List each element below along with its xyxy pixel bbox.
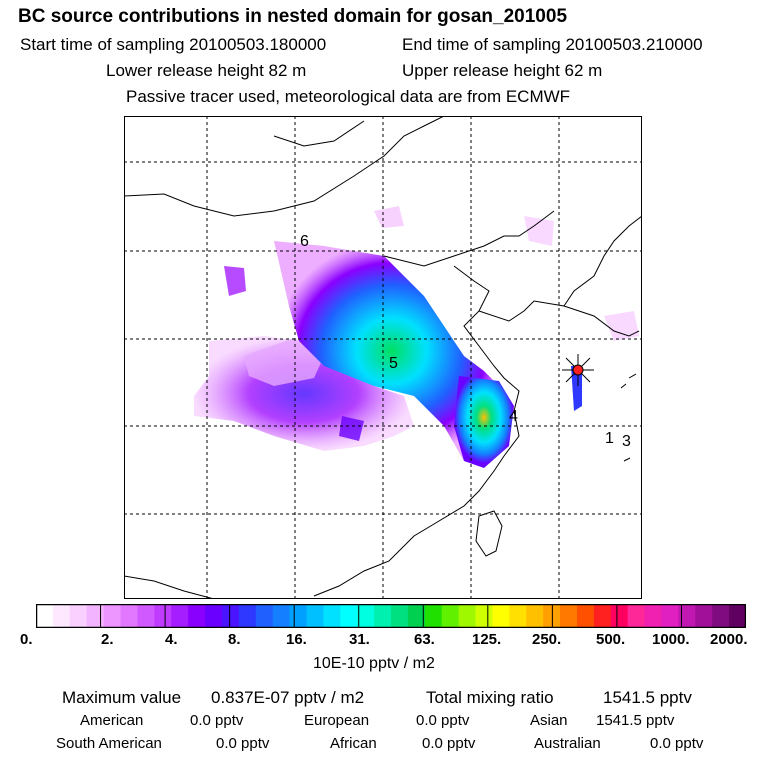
colorbar-tick: 500. <box>596 631 626 648</box>
colorbar-swatch <box>492 604 510 628</box>
region-value: 0.0 pptv <box>416 712 470 729</box>
colorbar-swatch <box>323 604 341 628</box>
colorbar-swatch <box>357 604 375 628</box>
colorbar-swatch <box>441 604 460 628</box>
colorbar-swatch <box>86 604 105 628</box>
region-name: African <box>330 735 377 752</box>
colorbar-swatch <box>526 604 544 628</box>
colorbar-swatch <box>205 604 223 628</box>
map-label-1: 1 <box>605 430 614 447</box>
colorbar-swatch <box>593 604 612 628</box>
colorbar-swatch <box>543 604 561 628</box>
colorbar-swatch <box>627 604 646 628</box>
colorbar-tick: 31. <box>349 631 370 648</box>
colorbar-tick: 1000. <box>652 631 690 648</box>
total-mixing-value: 1541.5 pptv <box>603 688 692 707</box>
colorbar-swatch <box>560 604 578 628</box>
colorbar-swatch <box>424 604 443 628</box>
colorbar-swatch <box>475 604 493 628</box>
colorbar-swatch <box>69 604 88 628</box>
colorbar-swatch <box>120 604 138 628</box>
colorbar-swatch <box>576 604 595 628</box>
start-sampling-time: Start time of sampling 20100503.180000 <box>20 35 327 54</box>
region-name: American <box>80 712 144 729</box>
colorbar-swatch <box>137 604 155 628</box>
colorbar-swatch <box>661 604 679 628</box>
colorbar-swatch <box>391 604 409 628</box>
colorbar-swatch <box>171 604 189 628</box>
colorbar-swatch <box>154 604 172 628</box>
map-label-3: 3 <box>622 433 631 450</box>
lat-lon-grid <box>124 116 642 599</box>
region-name: European <box>304 712 370 729</box>
end-sampling-time: End time of sampling 20100503.210000 <box>402 35 703 54</box>
colorbar-swatch <box>255 604 274 628</box>
colorbar-tick: 4. <box>165 631 178 648</box>
region-value: 1541.5 pptv <box>596 712 675 729</box>
colorbar <box>36 604 746 628</box>
colorbar-swatch <box>103 604 122 628</box>
map-label-6: 6 <box>300 233 309 250</box>
coastlines <box>124 116 642 599</box>
colorbar-tick: 250. <box>532 631 562 648</box>
region-name: Australian <box>534 735 601 752</box>
colorbar-swatch <box>695 604 713 628</box>
receptor-marker-icon <box>562 354 594 386</box>
colorbar-tick: 8. <box>228 631 241 648</box>
colorbar-swatch <box>678 604 696 628</box>
colorbar-unit: 10E-10 pptv / m2 <box>313 655 435 672</box>
region-value: 0.0 pptv <box>190 712 244 729</box>
max-value: 0.837E-07 pptv / m2 <box>211 688 365 707</box>
colorbar-swatch <box>289 604 307 628</box>
colorbar-swatch <box>407 604 426 628</box>
region-name: Asian <box>530 712 568 729</box>
colorbar-swatch <box>306 604 324 628</box>
colorbar-swatch <box>52 604 71 628</box>
upper-release-height: Upper release height 62 m <box>402 61 603 80</box>
colorbar-swatch <box>272 604 291 628</box>
region-value: 0.0 pptv <box>422 735 476 752</box>
colorbar-tick: 16. <box>286 631 307 648</box>
colorbar-swatch <box>610 604 629 628</box>
map-label-4: 4 <box>509 408 518 425</box>
max-value-label: Maximum value <box>62 688 182 707</box>
map-label-5: 5 <box>389 355 398 372</box>
colorbar-tick: 2. <box>101 631 114 648</box>
colorbar-swatch <box>188 604 206 628</box>
total-mixing-label: Total mixing ratio <box>426 688 554 707</box>
colorbar-swatch <box>374 604 392 628</box>
colorbar-swatch <box>340 604 358 628</box>
concentration-field <box>194 206 639 468</box>
colorbar-swatch <box>644 604 662 628</box>
source-contribution-map: 1 3 4 5 6 <box>124 116 642 599</box>
lower-release-height: Lower release height 82 m <box>106 61 307 80</box>
colorbar-tick: 0. <box>20 631 33 648</box>
colorbar-tick: 2000. <box>710 631 748 648</box>
region-value: 0.0 pptv <box>650 735 704 752</box>
colorbar-swatch <box>221 604 240 628</box>
colorbar-swatch <box>238 604 257 628</box>
colorbar-tick: 125. <box>472 631 502 648</box>
plot-title: BC source contributions in nested domain… <box>18 6 568 27</box>
colorbar-swatch <box>509 604 527 628</box>
region-name: South American <box>56 735 162 752</box>
colorbar-tick: 63. <box>414 631 435 648</box>
colorbar-swatch <box>712 604 730 628</box>
colorbar-swatch <box>458 604 477 628</box>
region-value: 0.0 pptv <box>216 735 270 752</box>
colorbar-swatch <box>36 604 54 628</box>
tracer-note: Passive tracer used, meteorological data… <box>126 87 571 106</box>
colorbar-swatch <box>729 604 746 628</box>
